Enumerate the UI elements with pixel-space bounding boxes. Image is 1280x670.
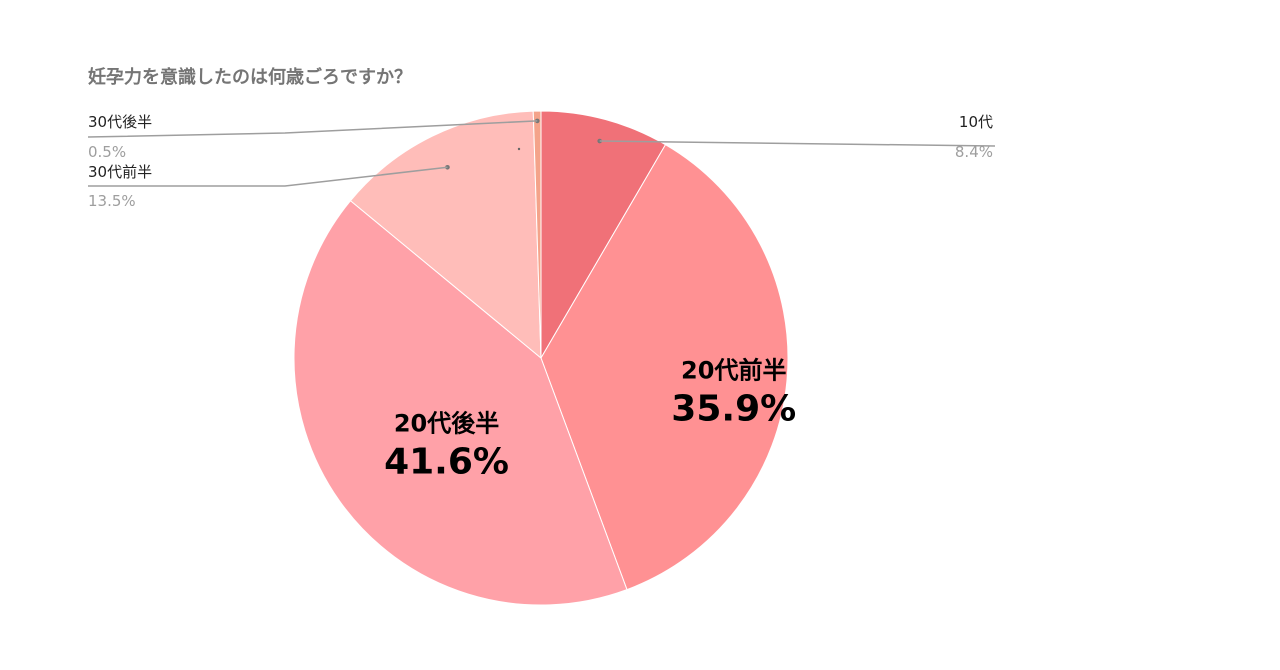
leader-line-4 bbox=[88, 166, 448, 187]
stray-dot bbox=[517, 147, 521, 151]
callout-value-5: 0.5% bbox=[88, 143, 126, 161]
pie-labels: 20代前半 35.9% 20代後半 41.6% 10代 8.4% 30代前半 13.5% 30代… bbox=[88, 113, 993, 482]
pie-slices bbox=[293, 110, 789, 606]
callout-value-1: 8.4% bbox=[955, 143, 993, 161]
chart-title: 妊孕力を意識したのは何歳ごろですか？ bbox=[88, 66, 412, 88]
callout-label-4: 30代前半 bbox=[88, 163, 152, 181]
leader-line-1 bbox=[599, 140, 996, 147]
inside-value-3: 41.6% bbox=[384, 441, 509, 482]
callout-leaders bbox=[87, 118, 996, 187]
pie-slice-5 bbox=[532, 110, 542, 359]
inside-label-2: 20代前半 bbox=[681, 356, 786, 384]
inside-label-3: 20代後半 bbox=[394, 409, 499, 437]
pie-slice-2 bbox=[540, 143, 789, 591]
pie-slice-3 bbox=[293, 200, 628, 606]
leader-line-5 bbox=[87, 120, 538, 138]
leader-dot-4 bbox=[445, 164, 450, 170]
callout-label-5: 30代後半 bbox=[88, 113, 152, 131]
leader-dot-5 bbox=[534, 118, 540, 124]
callout-value-4: 13.5% bbox=[88, 192, 136, 210]
inside-value-2: 35.9% bbox=[671, 388, 796, 429]
callout-label-1: 10代 bbox=[959, 113, 993, 131]
